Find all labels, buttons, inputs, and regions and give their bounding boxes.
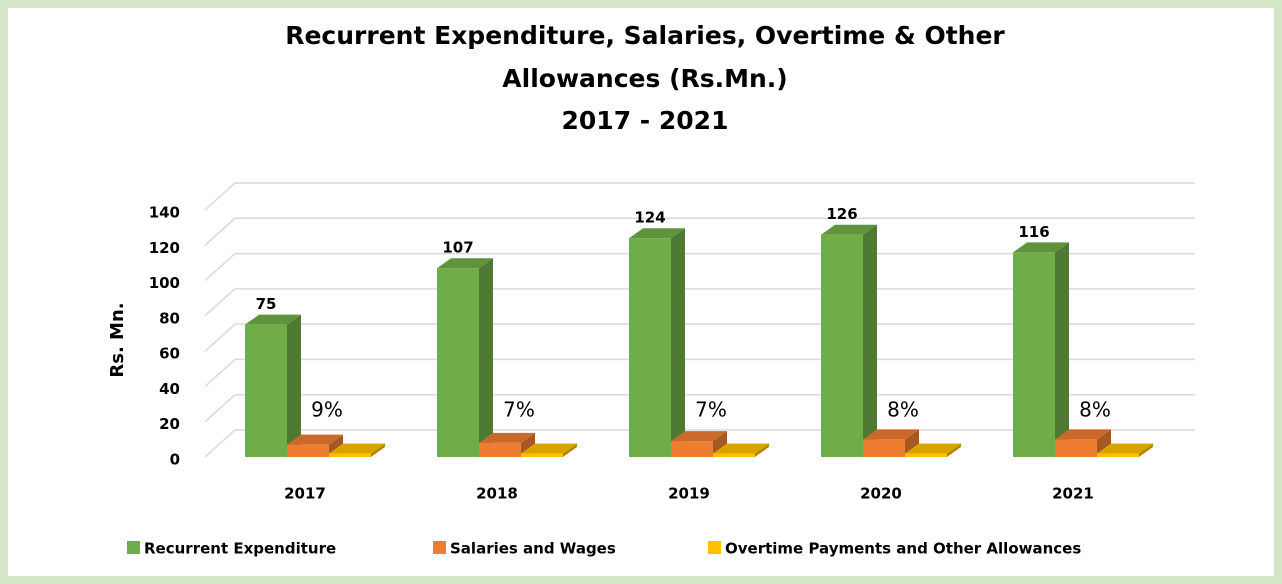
bar — [1055, 439, 1097, 457]
legend-swatch — [127, 541, 140, 554]
chart-title: Allowances (Rs.Mn.) — [502, 64, 787, 93]
bar — [1097, 453, 1139, 457]
data-label: 124 — [634, 209, 665, 227]
y-tick-label: 20 — [159, 415, 180, 433]
bar-side — [713, 431, 727, 457]
annotation: 7% — [503, 398, 535, 422]
grid-line — [204, 217, 1195, 246]
x-tick-label: 2019 — [668, 485, 710, 503]
bar-top — [479, 432, 535, 443]
bar-top — [329, 443, 385, 454]
y-tick-label: 40 — [159, 380, 180, 398]
bar-top — [905, 443, 961, 454]
chart-title: Recurrent Expenditure, Salaries, Overtim… — [285, 21, 1005, 50]
bar-side — [905, 429, 919, 457]
y-tick-label: 60 — [159, 345, 180, 363]
bar-side — [371, 443, 385, 457]
bar — [437, 268, 479, 457]
bar — [863, 439, 905, 457]
bar-side — [563, 443, 577, 457]
bar — [905, 443, 961, 457]
bar — [479, 432, 535, 457]
bar — [245, 314, 301, 457]
bar-top — [1097, 443, 1153, 454]
bar-top — [1013, 242, 1069, 253]
annotation: 7% — [695, 398, 727, 422]
bar — [629, 238, 671, 457]
bar — [821, 224, 877, 457]
bar-top — [287, 434, 343, 445]
data-label: 107 — [442, 239, 473, 257]
bar-side — [947, 443, 961, 457]
bar-side — [1139, 443, 1153, 457]
bar — [671, 431, 727, 457]
bar — [329, 443, 385, 457]
bar-side — [1055, 242, 1069, 457]
data-label: 75 — [256, 295, 277, 313]
bar — [863, 429, 919, 457]
y-tick-label: 120 — [149, 239, 180, 257]
y-tick-label: 0 — [170, 451, 180, 469]
bar — [821, 234, 863, 457]
annotation: 8% — [887, 398, 919, 422]
legend-label: Overtime Payments and Other Allowances — [725, 540, 1081, 558]
grid-line — [204, 182, 1195, 211]
bar — [629, 228, 685, 457]
bar-top — [1055, 429, 1111, 440]
chart-title: 2017 - 2021 — [562, 106, 729, 135]
bar-top — [521, 443, 577, 454]
y-tick-label: 140 — [149, 204, 180, 222]
legend-swatch — [433, 541, 446, 554]
bar-top — [671, 431, 727, 442]
bar — [521, 443, 577, 457]
annotation: 9% — [311, 398, 343, 422]
annotation: 8% — [1079, 398, 1111, 422]
bar-side — [755, 443, 769, 457]
bar — [1055, 429, 1111, 457]
y-axis-label: Rs. Mn. — [107, 302, 128, 377]
bar — [329, 453, 371, 457]
bar — [245, 324, 287, 457]
bar — [287, 444, 329, 457]
legend-swatch — [708, 541, 721, 554]
bar-top — [863, 429, 919, 440]
x-tick-label: 2021 — [1052, 485, 1094, 503]
bar — [1013, 252, 1055, 457]
bar — [1013, 242, 1069, 457]
bar-side — [863, 224, 877, 457]
bar — [905, 453, 947, 457]
y-tick-label: 80 — [159, 309, 180, 327]
bar — [1097, 443, 1153, 457]
bar-side — [287, 314, 301, 457]
legend-label: Recurrent Expenditure — [144, 540, 336, 558]
bar-top — [713, 443, 769, 454]
bar — [521, 453, 563, 457]
bar-side — [671, 228, 685, 457]
y-tick-label: 100 — [149, 274, 180, 292]
bar — [671, 441, 713, 457]
data-label: 116 — [1018, 223, 1049, 241]
x-tick-label: 2020 — [860, 485, 902, 503]
bar-side — [1097, 429, 1111, 457]
bar-top — [629, 228, 685, 239]
bar-top — [245, 314, 301, 325]
x-tick-label: 2018 — [476, 485, 518, 503]
bar-top — [821, 224, 877, 235]
bar — [713, 443, 769, 457]
x-tick-label: 2017 — [284, 485, 326, 503]
bar — [437, 258, 493, 457]
bar-top — [437, 258, 493, 269]
bar — [479, 442, 521, 457]
bar-side — [479, 258, 493, 457]
legend-label: Salaries and Wages — [450, 540, 616, 558]
bar — [713, 453, 755, 457]
data-label: 126 — [826, 205, 857, 223]
